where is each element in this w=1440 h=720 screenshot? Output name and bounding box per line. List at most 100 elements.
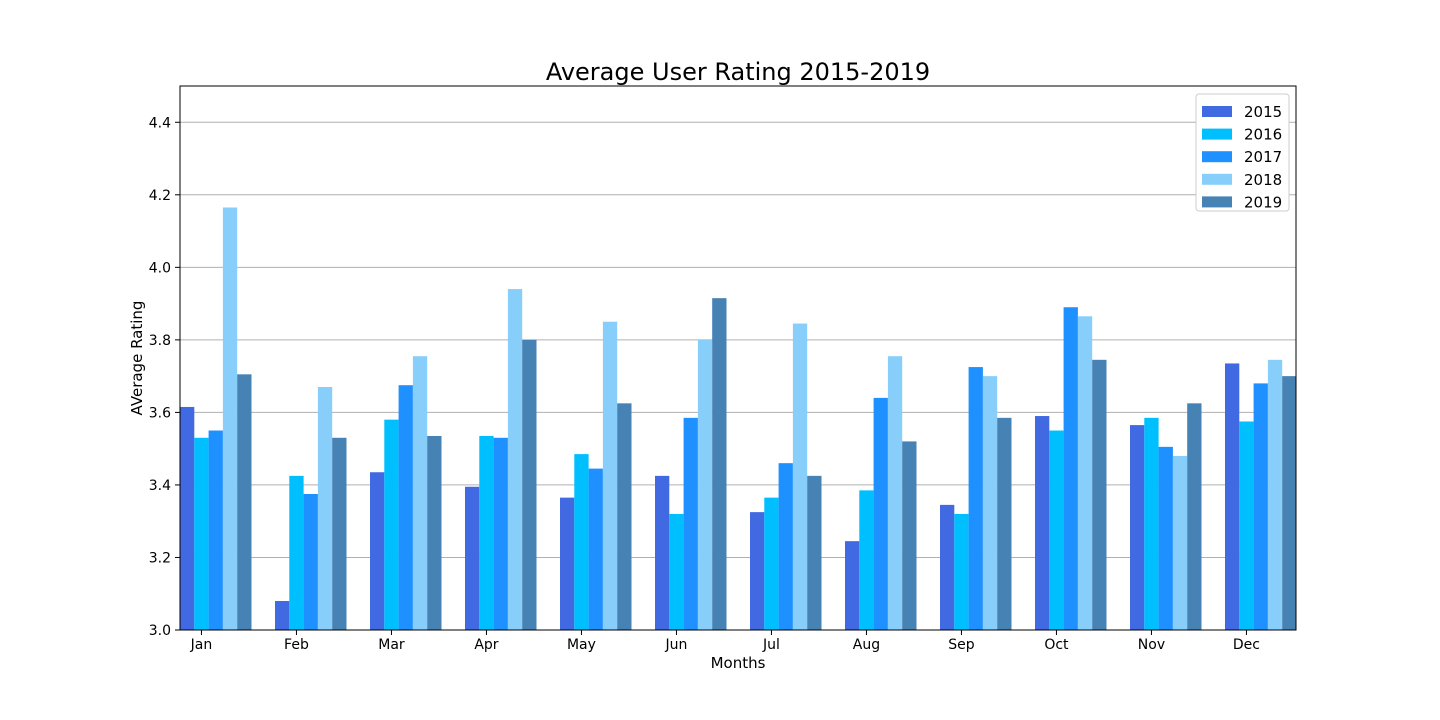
x-tick-label: Mar [378,637,405,653]
bar-2018-dec [1267,359,1283,630]
bar-2015-mar [370,472,385,630]
legend-swatch-2017 [1202,151,1232,163]
y-tick-label: 4.0 [149,260,171,276]
bar-2018-jan [222,207,238,631]
bar-2019-sep [997,417,1012,630]
y-tick-label: 3.6 [149,405,171,421]
x-tick-label: Jan [190,637,213,653]
y-tick-label: 3.4 [149,478,171,494]
y-axis: 3.0 3.2 3.4 3.6 3.8 4.0 4.2 4.4 [149,115,180,639]
bar-2017-mar [398,385,413,630]
y-axis-label: AVerage Rating [128,301,146,416]
bar-2019-feb [332,437,347,630]
legend-swatch-2016 [1202,128,1232,140]
bar-2018-may [602,321,618,630]
x-tick-label: Nov [1138,637,1165,653]
x-tick-label: May [567,637,596,653]
bar-2016-mar [384,419,399,630]
bar-2018-jun [697,339,713,630]
legend-label-2016: 2016 [1244,126,1282,144]
bar-2016-feb [289,475,304,630]
bar-2015-nov [1130,425,1145,630]
bar-2015-aug [845,541,860,630]
y-tick-label: 4.4 [149,115,171,131]
bar-2017-sep [968,367,983,630]
bar-2019-mar [427,435,442,630]
y-tick-label: 3.8 [149,333,171,349]
bar-2017-apr [493,437,508,630]
bar-2017-jun [683,417,698,630]
bar-2018-apr [507,289,523,630]
bar-2015-feb [275,600,290,630]
bar-2018-jul [792,323,808,630]
bar-2018-mar [412,356,428,630]
bar-2019-aug [902,441,917,630]
bar-2016-jan [194,437,209,630]
legend-swatch-2019 [1202,196,1232,208]
x-tick-label: Jul [762,637,780,653]
bar-2016-jul [764,497,779,630]
bar-2016-nov [1144,417,1159,630]
chart-title: Average User Rating 2015-2019 [546,58,930,86]
legend-label-2018: 2018 [1244,171,1282,189]
bar-2016-aug [859,490,874,630]
legend-swatch-2015 [1202,106,1232,117]
bar-2016-dec [1239,421,1254,630]
bar-2015-apr [465,486,480,630]
bar-2017-dec [1253,383,1268,630]
x-tick-label: Oct [1044,637,1069,653]
y-tick-label: 3.2 [149,550,171,566]
bar-2019-may [617,403,632,630]
bars [180,207,1297,631]
bar-2015-dec [1225,363,1240,630]
bar-2016-sep [954,513,969,630]
plot-frame [179,85,1297,631]
x-axis-label: Months [711,654,766,672]
bar-2016-jun [669,513,684,630]
bar-2018-oct [1077,316,1093,630]
bar-2017-nov [1158,446,1173,630]
bar-2016-oct [1049,430,1064,630]
bar-2015-oct [1035,416,1050,630]
legend-label-2015: 2015 [1244,103,1282,121]
bar-2019-nov [1187,403,1202,630]
x-tick-label: Apr [474,637,498,653]
bar-2019-dec [1282,376,1297,630]
bar-2016-may [574,454,589,630]
bar-2017-may [588,468,603,630]
x-tick-label: Dec [1233,637,1260,653]
bar-2017-aug [873,397,888,630]
x-tick-label: Feb [284,637,309,653]
bar-2018-aug [887,356,903,630]
bar-2015-sep [940,504,955,630]
bar-2019-jun [712,298,727,630]
bar-2018-sep [982,376,998,630]
bar-2019-jul [807,475,822,630]
bar-2017-jan [208,430,223,630]
bar-2019-jan [237,374,252,630]
bar-2017-oct [1063,307,1078,630]
bar-2015-may [560,497,575,630]
legend-label-2017: 2017 [1244,148,1282,166]
x-tick-label: Jun [665,637,688,653]
x-axis: Jan Feb Mar Apr May Jun Jul Aug Sep Oct Nov Dec [190,630,1260,653]
x-tick-label: Aug [853,637,880,653]
legend-label-2019: 2019 [1244,193,1282,211]
bar-2017-jul [778,463,793,630]
bar-2018-feb [317,387,333,630]
bar-2015-jan [180,406,195,630]
bar-2019-apr [522,339,537,630]
y-tick-label: 4.2 [149,188,171,204]
y-tick-label: 3.0 [149,623,171,639]
bar-2017-feb [303,494,318,630]
bar-2016-apr [479,435,494,630]
bar-2019-oct [1092,359,1107,630]
bar-2015-jul [750,512,765,630]
bar-2015-jun [655,475,670,630]
bar-2018-nov [1172,455,1188,630]
gridlines [180,121,1296,558]
legend-swatch-2018 [1202,173,1232,185]
x-tick-label: Sep [948,637,975,653]
